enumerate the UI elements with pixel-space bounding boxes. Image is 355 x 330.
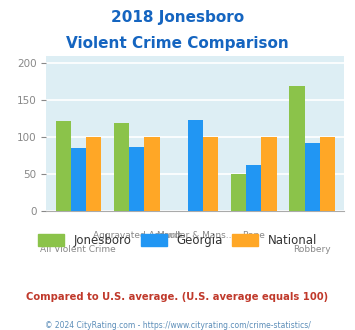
Text: Robbery: Robbery: [293, 245, 331, 253]
Bar: [188, 120, 203, 211]
Bar: [144, 137, 160, 211]
Text: Compared to U.S. average. (U.S. average equals 100): Compared to U.S. average. (U.S. average …: [26, 292, 329, 302]
Legend: Jonesboro, Georgia, National: Jonesboro, Georgia, National: [32, 228, 323, 253]
Bar: [55, 121, 71, 211]
Text: Murder & Mans...: Murder & Mans...: [157, 231, 234, 240]
Bar: [203, 137, 218, 211]
Bar: [114, 122, 129, 211]
Text: Aggravated Assault: Aggravated Assault: [93, 231, 181, 240]
Bar: [129, 147, 144, 211]
Text: All Violent Crime: All Violent Crime: [40, 245, 116, 253]
Bar: [305, 143, 320, 211]
Text: 2018 Jonesboro: 2018 Jonesboro: [111, 10, 244, 25]
Text: Violent Crime Comparison: Violent Crime Comparison: [66, 36, 289, 51]
Text: Rape: Rape: [242, 231, 265, 240]
Bar: [246, 165, 261, 211]
Bar: [320, 137, 335, 211]
Text: © 2024 CityRating.com - https://www.cityrating.com/crime-statistics/: © 2024 CityRating.com - https://www.city…: [45, 321, 310, 330]
Bar: [261, 137, 277, 211]
Bar: [71, 148, 86, 211]
Bar: [86, 137, 101, 211]
Bar: [289, 86, 305, 211]
Bar: [231, 174, 246, 211]
